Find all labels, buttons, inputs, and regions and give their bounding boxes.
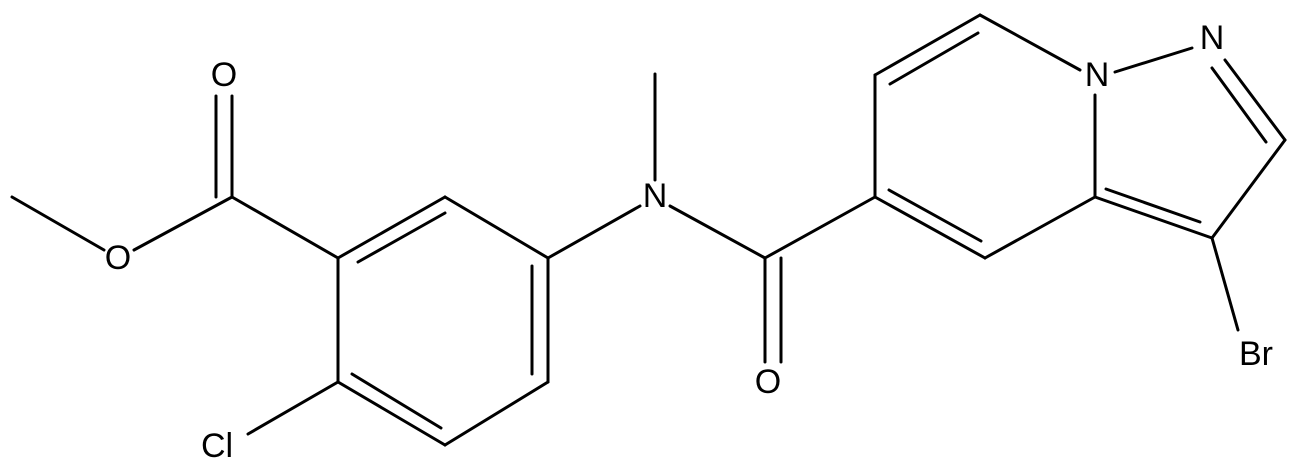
atom-label: O [755,363,781,401]
atom-label: N [1085,56,1110,94]
atom-label: Br [1239,335,1273,373]
atom-label: N [1200,19,1225,57]
atom-labels: O O Cl N O N N Br [105,19,1273,465]
atom-label: O [211,56,237,94]
bonds [10,13,1287,447]
atom-label: O [105,239,131,277]
atom-label: Cl [201,427,233,465]
atom-label: N [643,177,668,215]
